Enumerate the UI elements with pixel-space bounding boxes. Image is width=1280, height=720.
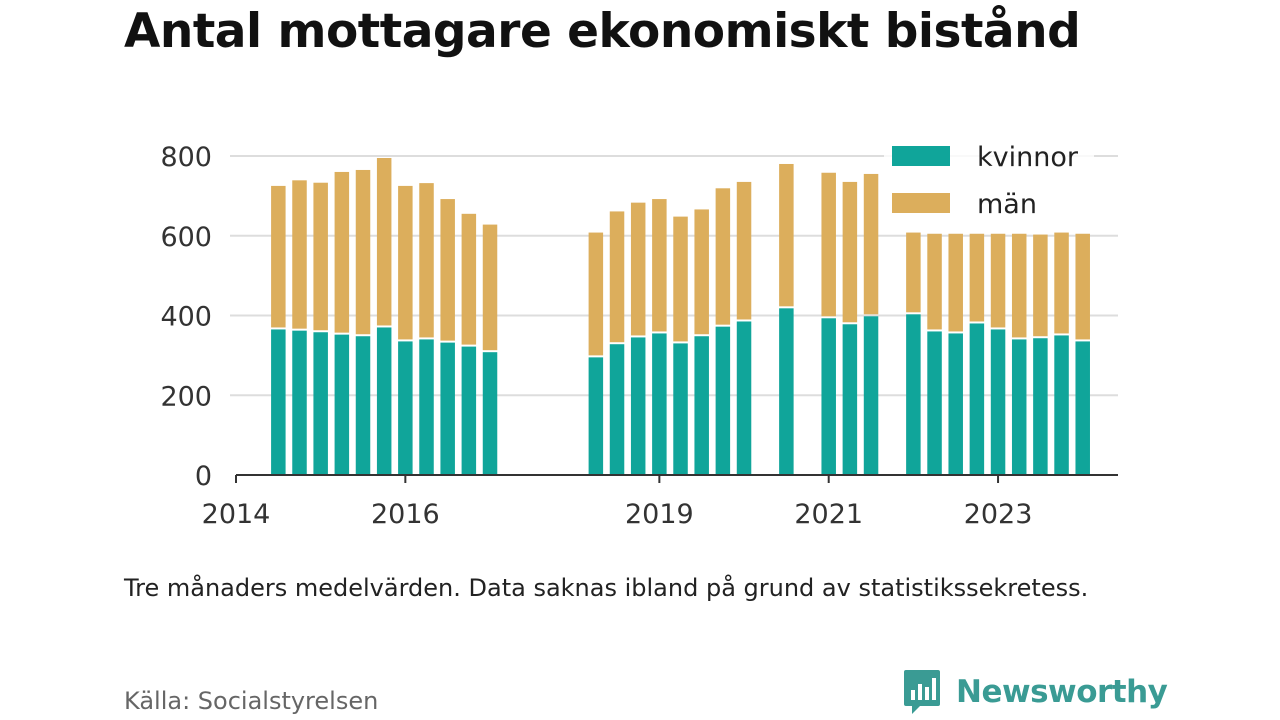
bar-man [313, 182, 328, 331]
bar-kvinnor [842, 324, 858, 475]
bar-man [652, 199, 667, 332]
bar-kvinnor [652, 333, 667, 475]
bar-man [271, 185, 286, 328]
bar-man [588, 232, 604, 356]
bar-kvinnor [1054, 335, 1069, 475]
bar-kvinnor [821, 318, 836, 475]
bar-kvinnor [779, 308, 794, 475]
bar-kvinnor [969, 323, 985, 475]
bar-man [990, 233, 1006, 328]
bar-man [376, 157, 392, 326]
bar-kvinnor [398, 341, 413, 475]
bar-kvinnor [292, 330, 307, 475]
y-tick-label: 0 [195, 461, 212, 492]
bar-kvinnor [630, 337, 646, 475]
bar-kvinnor [673, 343, 688, 475]
legend-swatch [892, 193, 950, 213]
bar-man [842, 181, 858, 323]
bar-man [779, 163, 794, 307]
bar-kvinnor [736, 321, 752, 475]
bar-man [292, 180, 307, 329]
bar-kvinnor [334, 334, 350, 475]
bar-kvinnor [609, 344, 625, 475]
bar-man [355, 169, 371, 335]
bar-man [694, 209, 709, 335]
legend: kvinnor män [884, 134, 1094, 232]
bar-man [906, 232, 921, 313]
legend-label: män [977, 189, 1037, 220]
y-tick-label: 600 [160, 222, 212, 253]
bar-kvinnor [990, 329, 1006, 475]
bar-kvinnor [313, 332, 328, 475]
bar-kvinnor [1033, 338, 1048, 475]
bar-kvinnor [715, 326, 731, 475]
bar-man [673, 216, 688, 342]
bar-man [863, 173, 879, 315]
bar-man [948, 233, 963, 332]
x-tick-labels: 2014 2016 2019 2021 2023 [202, 499, 1033, 530]
x-tick-label: 2014 [202, 499, 271, 530]
bar-kvinnor [694, 336, 709, 475]
bar-man [821, 172, 836, 317]
stacked-bar-chart: 0 200 400 600 800 2014 2016 2019 2021 2023 kvinn… [160, 134, 1118, 530]
chart-note: Tre månaders medelvärden. Data saknas ib… [124, 574, 1089, 602]
bar-kvinnor [461, 346, 477, 475]
x-tick-label: 2016 [371, 499, 440, 530]
chart-title: Antal mottagare ekonomiskt bistånd [124, 4, 1081, 59]
bar-kvinnor [376, 327, 392, 475]
brand-name: Newsworthy [956, 674, 1168, 710]
x-tick-label: 2023 [964, 499, 1033, 530]
bar-man [461, 213, 477, 345]
y-tick-labels: 0 200 400 600 800 [160, 142, 212, 492]
bar-man [398, 185, 413, 340]
bar-kvinnor [271, 329, 286, 475]
legend-label: kvinnor [977, 142, 1079, 173]
y-tick-label: 800 [160, 142, 212, 173]
bar-kvinnor [482, 352, 498, 475]
bar-man [715, 188, 731, 325]
bar-man [482, 224, 498, 351]
bar-kvinnor [440, 342, 455, 475]
bar-man [927, 233, 942, 330]
bar-man [440, 199, 455, 341]
bar-kvinnor [355, 336, 371, 475]
bar-kvinnor [863, 316, 879, 475]
bar-man [1075, 233, 1090, 340]
bar-kvinnor [906, 314, 921, 475]
bar-man [969, 233, 985, 322]
bar-man [736, 181, 752, 320]
bar-kvinnor [927, 331, 942, 475]
bar-kvinnor [1011, 339, 1027, 475]
bar-kvinnor [588, 357, 604, 475]
bars [271, 157, 1090, 475]
y-tick-label: 200 [160, 381, 212, 412]
bar-man [334, 171, 350, 333]
x-tick-label: 2021 [794, 499, 863, 530]
bar-kvinnor [948, 333, 963, 475]
bar-man [1011, 233, 1027, 338]
bar-man [419, 183, 434, 338]
brand-logo: Newsworthy [902, 668, 1168, 716]
bar-man [1054, 232, 1069, 334]
bar-man [630, 202, 646, 336]
x-axis [235, 474, 1118, 483]
bar-man [1033, 234, 1048, 337]
legend-swatch [892, 146, 950, 166]
bar-chart-speech-bubble-icon [904, 670, 940, 714]
source-label: Källa: Socialstyrelsen [124, 687, 379, 715]
y-tick-label: 400 [160, 302, 212, 333]
bar-kvinnor [419, 339, 434, 475]
bar-man [609, 211, 625, 343]
bar-kvinnor [1075, 341, 1090, 475]
x-tick-label: 2019 [625, 499, 694, 530]
